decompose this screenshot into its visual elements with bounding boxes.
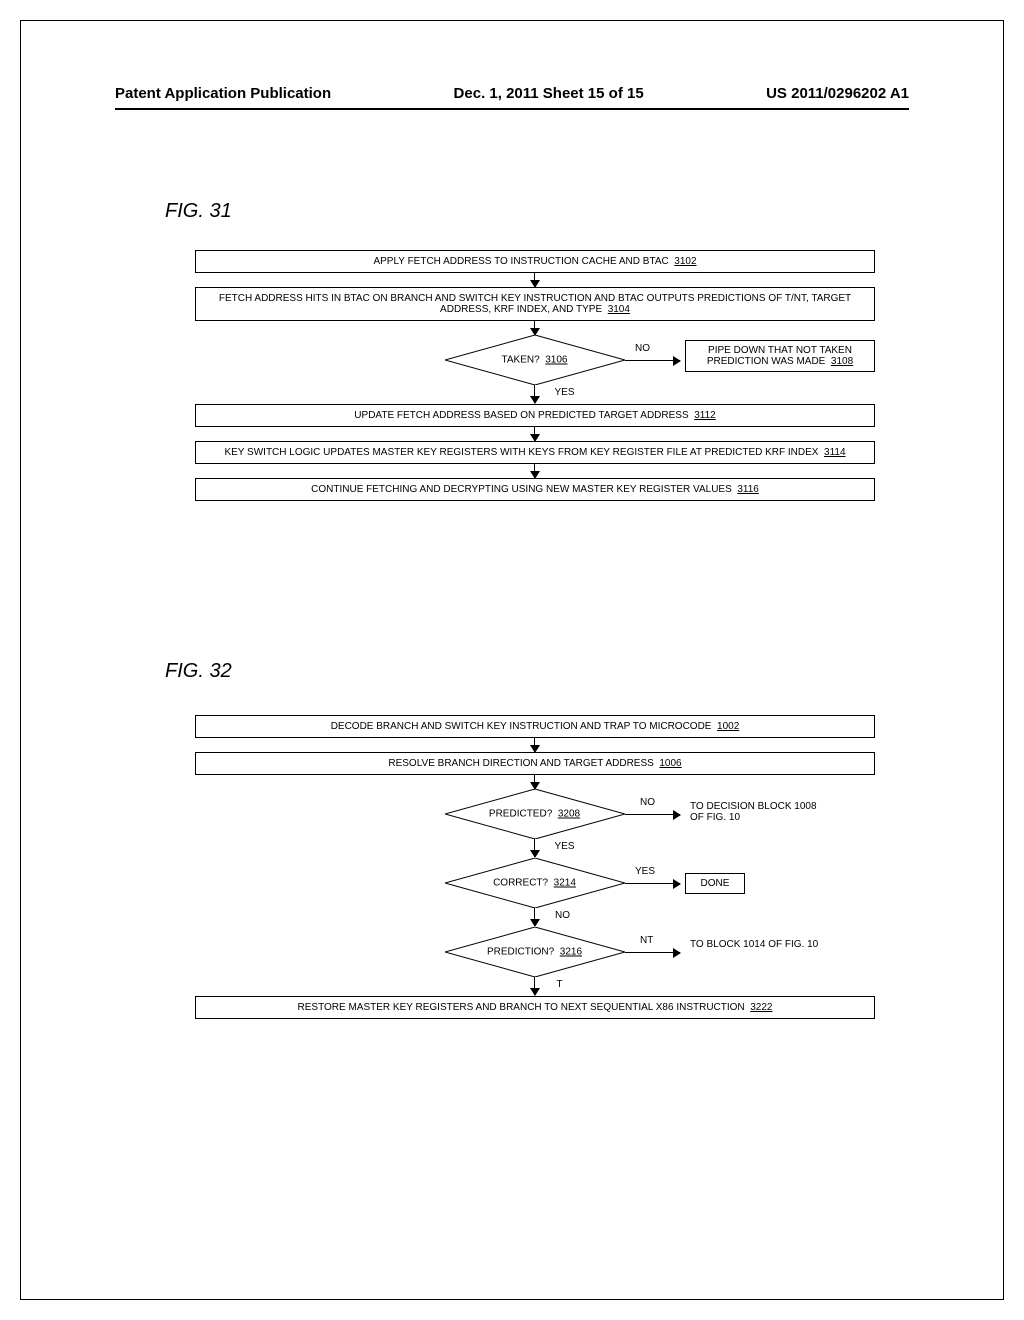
box-fetch-hits: FETCH ADDRESS HITS IN BTAC ON BRANCH AND… [195,287,875,321]
side-text-block: TO BLOCK 1014 OF FIG. 10 [690,939,820,950]
arrow-icon [534,738,536,752]
ref-num: 3114 [824,447,846,458]
yes-label: YES [225,841,904,852]
ref-num: 3102 [674,256,696,267]
arrow-icon [534,464,536,478]
box-resolve-branch: RESOLVE BRANCH DIRECTION AND TARGET ADDR… [195,752,875,775]
decision-prediction: PREDICTION? 3216 [445,927,625,977]
ref-num: 3116 [737,484,759,495]
arrow-icon [534,321,536,335]
box-done: DONE [685,873,745,894]
yes-label: YES [635,866,655,877]
arrow-icon [625,360,680,361]
box-text: KEY SWITCH LOGIC UPDATES MASTER KEY REGI… [224,447,818,458]
figure-32-label: FIG. 32 [165,660,232,683]
decision-correct: CORRECT? 3214 [445,858,625,908]
box-text: FETCH ADDRESS HITS IN BTAC ON BRANCH AND… [219,293,851,315]
arrow-icon [534,775,536,789]
decision-taken: TAKEN? 3106 [445,335,625,385]
yes-label: YES [225,387,904,398]
ref-num: 3104 [608,304,630,315]
flowchart-31: APPLY FETCH ADDRESS TO INSTRUCTION CACHE… [195,250,874,501]
header-center: Dec. 1, 2011 Sheet 15 of 15 [454,85,644,102]
box-text: APPLY FETCH ADDRESS TO INSTRUCTION CACHE… [373,256,668,267]
t-label: T [220,979,899,990]
ref-num: 3112 [694,410,716,421]
side-text-decision-block: TO DECISION BLOCK 1008 OF FIG. 10 [690,801,830,823]
figure-31-label: FIG. 31 [165,200,232,223]
page-header: Patent Application Publication Dec. 1, 2… [115,85,909,102]
arrow-icon [534,273,536,287]
decision-row-prediction: PREDICTION? 3216 NT TO BLOCK 1014 OF FIG… [195,927,874,977]
decision-row-predicted: PREDICTED? 3208 NO TO DECISION BLOCK 100… [195,789,874,839]
ref-num: 1002 [717,721,739,732]
box-text: RESTORE MASTER KEY REGISTERS AND BRANCH … [298,1002,745,1013]
decision-row-taken: TAKEN? 3106 NO PIPE DOWN THAT NOT TAKEN … [195,335,874,385]
no-label: NO [640,797,655,808]
nt-label: NT [640,935,653,946]
decision-text: PREDICTED? [489,809,552,820]
box-key-switch: KEY SWITCH LOGIC UPDATES MASTER KEY REGI… [195,441,875,464]
decision-text: PREDICTION? [487,947,554,958]
decision-row-correct: CORRECT? 3214 YES DONE [195,858,874,908]
box-text: DECODE BRANCH AND SWITCH KEY INSTRUCTION… [331,721,712,732]
ref-num: 3208 [558,809,580,820]
header-right: US 2011/0296202 A1 [766,85,909,102]
decision-predicted: PREDICTED? 3208 [445,789,625,839]
arrow-icon [534,427,536,441]
arrow-icon [625,814,680,815]
decision-text: TAKEN? [502,355,540,366]
box-text: RESOLVE BRANCH DIRECTION AND TARGET ADDR… [388,758,653,769]
flowchart-32: DECODE BRANCH AND SWITCH KEY INSTRUCTION… [195,715,874,1019]
box-restore-master: RESTORE MASTER KEY REGISTERS AND BRANCH … [195,996,875,1019]
ref-num: 3108 [831,356,853,367]
header-line [115,108,909,110]
no-label: NO [635,343,650,354]
box-pipe-down: PIPE DOWN THAT NOT TAKEN PREDICTION WAS … [685,340,875,372]
box-continue-fetch: CONTINUE FETCHING AND DECRYPTING USING N… [195,478,875,501]
box-text: CONTINUE FETCHING AND DECRYPTING USING N… [311,484,732,495]
ref-num: 3222 [750,1002,772,1013]
no-label: NO [223,910,902,921]
box-apply-fetch: APPLY FETCH ADDRESS TO INSTRUCTION CACHE… [195,250,875,273]
decision-text: CORRECT? [493,878,548,889]
ref-num: 3106 [545,355,567,366]
header-left: Patent Application Publication [115,85,331,102]
ref-num: 3214 [554,878,576,889]
ref-num: 1006 [659,758,681,769]
arrow-icon [625,952,680,953]
box-decode-branch: DECODE BRANCH AND SWITCH KEY INSTRUCTION… [195,715,875,738]
arrow-icon [625,883,680,884]
box-update-fetch: UPDATE FETCH ADDRESS BASED ON PREDICTED … [195,404,875,427]
ref-num: 3216 [560,947,582,958]
box-text: UPDATE FETCH ADDRESS BASED ON PREDICTED … [354,410,688,421]
